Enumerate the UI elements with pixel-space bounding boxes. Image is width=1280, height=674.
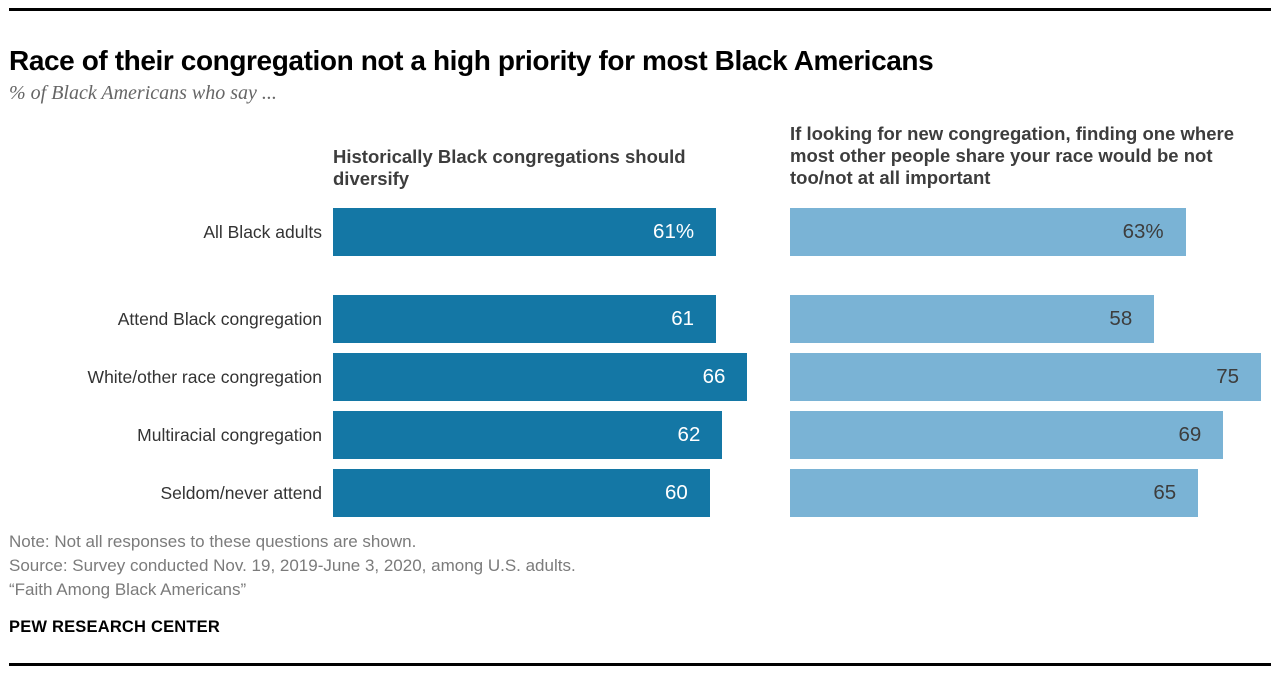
chart-row-white-other-race-congregation: White/other race congregation 66 75 [0,353,1280,401]
right-column-header: If looking for new congregation, finding… [790,123,1234,188]
bottom-divider [9,663,1271,666]
source-line: Source: Survey conducted Nov. 19, 2019-J… [9,556,576,575]
chart-row-seldom-never-attend: Seldom/never attend 60 65 [0,469,1280,517]
bar-race-not-important: 58 [790,295,1155,343]
top-divider [9,8,1271,11]
bar-value-label: 62 [677,423,701,446]
bar-race-not-important: 69 [790,411,1224,459]
chart-row-multiracial-congregation: Multiracial congregation 62 69 [0,411,1280,459]
bar-value-label: 69 [1178,423,1202,446]
report-title-line: “Faith Among Black Americans” [9,580,247,599]
pew-research-center-wordmark: PEW RESEARCH CENTER [9,618,220,636]
bar-value-label: 61% [653,220,695,243]
chart-row-attend-black-congregation: Attend Black congregation 61 58 [0,295,1280,343]
category-label: All Black adults [203,221,322,242]
bar-diversify: 60 [333,469,710,517]
bar-value-label: 65 [1153,481,1177,504]
category-label: Attend Black congregation [117,308,322,329]
bar-value-label: 58 [1109,307,1133,330]
bar-value-label: 63% [1122,220,1164,243]
category-label: White/other race congregation [87,366,322,387]
bar-race-not-important: 63% [790,208,1186,256]
bar-value-label: 61 [671,307,695,330]
left-column-header: Historically Black congregations should … [333,146,686,189]
bar-race-not-important: 75 [790,353,1261,401]
bar-chart: All Black adults 61% 63% Attend Black co… [0,208,1280,527]
chart-subtitle: % of Black Americans who say ... [9,82,277,104]
category-label: Multiracial congregation [137,424,322,445]
chart-row-all-black-adults: All Black adults 61% 63% [0,208,1280,256]
bar-race-not-important: 65 [790,469,1199,517]
note-line: Note: Not all responses to these questio… [9,532,417,551]
bar-value-label: 66 [702,365,726,388]
page-title: Race of their congregation not a high pr… [9,44,934,76]
footnotes: Note: Not all responses to these questio… [9,530,576,602]
bar-diversify: 61% [333,208,717,256]
bar-value-label: 75 [1216,365,1239,388]
bar-value-label: 60 [664,481,688,504]
bar-diversify: 62 [333,411,723,459]
category-label: Seldom/never attend [160,482,323,503]
bar-diversify: 61 [333,295,717,343]
bar-diversify: 66 [333,353,748,401]
